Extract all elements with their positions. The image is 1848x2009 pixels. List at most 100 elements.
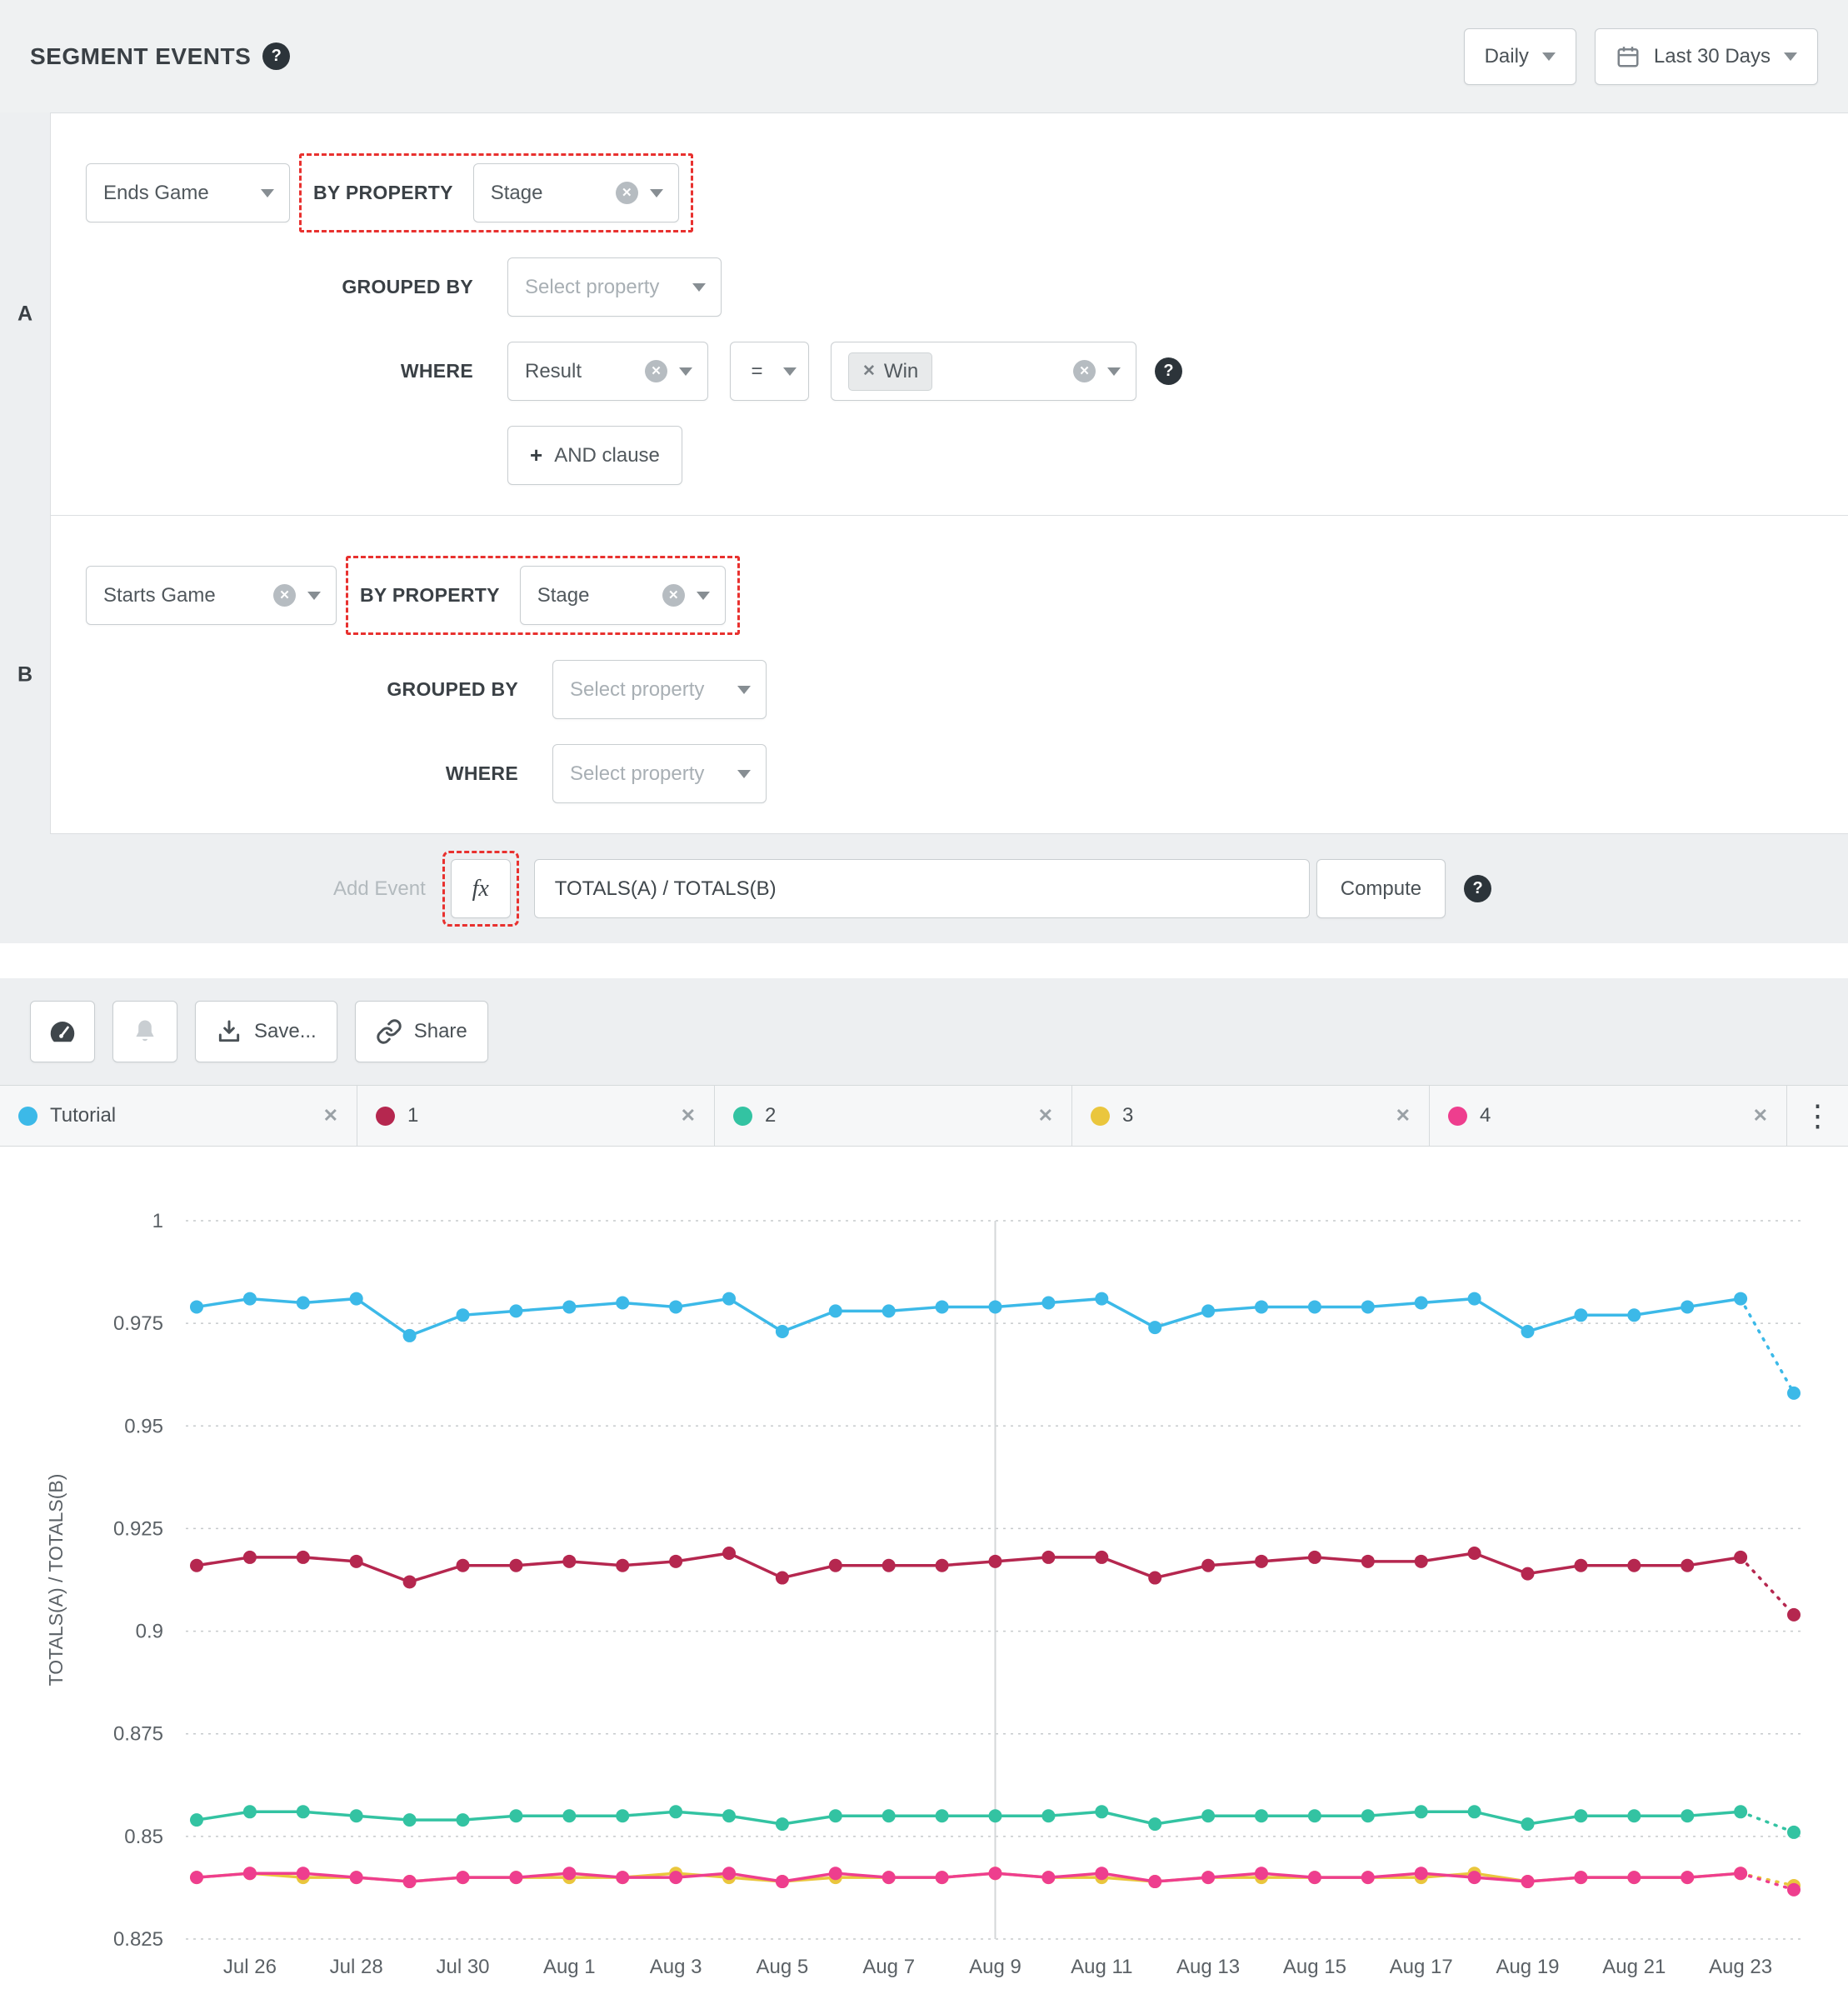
chart-point[interactable] — [243, 1292, 257, 1306]
chart-point[interactable] — [829, 1304, 842, 1317]
chart-point[interactable] — [1734, 1551, 1747, 1564]
chart-point[interactable] — [829, 1809, 842, 1822]
chart-point[interactable] — [776, 1817, 789, 1831]
chart-point[interactable] — [989, 1300, 1002, 1313]
chart-point[interactable] — [190, 1871, 203, 1884]
chart-point[interactable] — [1041, 1297, 1055, 1310]
chart-point[interactable] — [669, 1555, 682, 1568]
legend-overflow-menu[interactable]: ⋮ — [1787, 1086, 1848, 1146]
granularity-select[interactable]: Daily — [1464, 28, 1576, 85]
chart-point[interactable] — [1468, 1871, 1481, 1884]
chart-point[interactable] — [1734, 1867, 1747, 1880]
compute-button[interactable]: Compute — [1316, 859, 1446, 918]
chart-point[interactable] — [243, 1551, 257, 1564]
chart-point[interactable] — [509, 1809, 522, 1822]
clear-icon[interactable]: ✕ — [273, 584, 296, 607]
chart-point[interactable] — [457, 1813, 470, 1827]
chart-point[interactable] — [403, 1875, 417, 1888]
chart-point[interactable] — [936, 1559, 949, 1572]
where-value-a-select[interactable]: ✕ Win ✕ — [831, 342, 1136, 401]
save-button[interactable]: Save... — [195, 1001, 337, 1062]
event-b-select[interactable]: Starts Game ✕ — [86, 566, 337, 625]
chart-point[interactable] — [1787, 1608, 1801, 1622]
chart-point[interactable] — [1148, 1875, 1161, 1888]
chart-point[interactable] — [1148, 1572, 1161, 1585]
chart-point[interactable] — [350, 1555, 363, 1568]
chart-point[interactable] — [722, 1292, 736, 1306]
clear-icon[interactable]: ✕ — [662, 584, 685, 607]
chart-point[interactable] — [829, 1867, 842, 1880]
remove-chip-icon[interactable]: ✕ — [862, 362, 876, 381]
dashboard-button[interactable] — [30, 1001, 95, 1062]
chart-point[interactable] — [616, 1559, 629, 1572]
chart-point[interactable] — [1468, 1805, 1481, 1818]
chart-point[interactable] — [1627, 1559, 1641, 1572]
add-event-button[interactable]: Add Event — [333, 877, 426, 901]
chart-point[interactable] — [1255, 1300, 1268, 1313]
chart-point[interactable] — [1415, 1805, 1428, 1818]
chart-point[interactable] — [882, 1304, 896, 1317]
chart-point[interactable] — [776, 1325, 789, 1338]
help-icon[interactable]: ? — [262, 42, 290, 70]
close-icon[interactable]: ✕ — [1753, 1105, 1768, 1127]
chart-point[interactable] — [1308, 1809, 1321, 1822]
chart-point[interactable] — [403, 1575, 417, 1588]
chart-point[interactable] — [829, 1559, 842, 1572]
chart-point[interactable] — [669, 1300, 682, 1313]
legend-tab-2[interactable]: 2 ✕ — [715, 1086, 1072, 1146]
formula-input[interactable] — [534, 859, 1310, 918]
chart-point[interactable] — [1681, 1871, 1694, 1884]
chart-point[interactable] — [1468, 1292, 1481, 1306]
chart-point[interactable] — [616, 1871, 629, 1884]
chart-point[interactable] — [1627, 1809, 1641, 1822]
alert-button[interactable] — [112, 1001, 177, 1062]
chart-point[interactable] — [936, 1871, 949, 1884]
by-property-a-select[interactable]: Stage ✕ — [473, 163, 679, 222]
chart-point[interactable] — [297, 1867, 310, 1880]
chart-point[interactable] — [1361, 1809, 1375, 1822]
chart-point[interactable] — [1415, 1555, 1428, 1568]
chart-point[interactable] — [1095, 1867, 1108, 1880]
chart-point[interactable] — [1627, 1871, 1641, 1884]
chart-point[interactable] — [297, 1805, 310, 1818]
grouped-by-b-select[interactable]: Select property — [552, 660, 767, 719]
chart-point[interactable] — [989, 1809, 1002, 1822]
chart-point[interactable] — [1095, 1805, 1108, 1818]
chart-point[interactable] — [776, 1875, 789, 1888]
chart-point[interactable] — [1148, 1817, 1161, 1831]
chart-point[interactable] — [1148, 1321, 1161, 1334]
chart-point[interactable] — [1681, 1300, 1694, 1313]
event-a-select[interactable]: Ends Game — [86, 163, 290, 222]
chart-point[interactable] — [1574, 1308, 1587, 1322]
chart-point[interactable] — [1095, 1551, 1108, 1564]
chart-point[interactable] — [1361, 1871, 1375, 1884]
chart-point[interactable] — [1681, 1559, 1694, 1572]
where-operator-a-select[interactable]: = — [730, 342, 809, 401]
chart-point[interactable] — [1201, 1304, 1215, 1317]
chart-point[interactable] — [403, 1329, 417, 1342]
chart-point[interactable] — [1734, 1805, 1747, 1818]
chart-point[interactable] — [1361, 1300, 1375, 1313]
chart-point[interactable] — [243, 1867, 257, 1880]
clear-icon[interactable]: ✕ — [1073, 360, 1096, 382]
chart-point[interactable] — [1361, 1555, 1375, 1568]
chart-point[interactable] — [722, 1809, 736, 1822]
chart-point[interactable] — [1574, 1809, 1587, 1822]
chart-point[interactable] — [457, 1308, 470, 1322]
chart-point[interactable] — [509, 1559, 522, 1572]
chart-point[interactable] — [1415, 1867, 1428, 1880]
close-icon[interactable]: ✕ — [681, 1105, 696, 1127]
chart-point[interactable] — [457, 1559, 470, 1572]
chart-point[interactable] — [722, 1547, 736, 1560]
chart-point[interactable] — [616, 1809, 629, 1822]
legend-tab-tutorial[interactable]: Tutorial ✕ — [0, 1086, 357, 1146]
chart-point[interactable] — [1255, 1867, 1268, 1880]
date-range-select[interactable]: Last 30 Days — [1595, 28, 1818, 85]
chart-point[interactable] — [190, 1559, 203, 1572]
legend-tab-1[interactable]: 1 ✕ — [357, 1086, 715, 1146]
chart-point[interactable] — [509, 1304, 522, 1317]
chart-point[interactable] — [243, 1805, 257, 1818]
chart-point[interactable] — [1468, 1547, 1481, 1560]
add-and-clause-button[interactable]: + AND clause — [507, 426, 682, 485]
close-icon[interactable]: ✕ — [1396, 1105, 1411, 1127]
